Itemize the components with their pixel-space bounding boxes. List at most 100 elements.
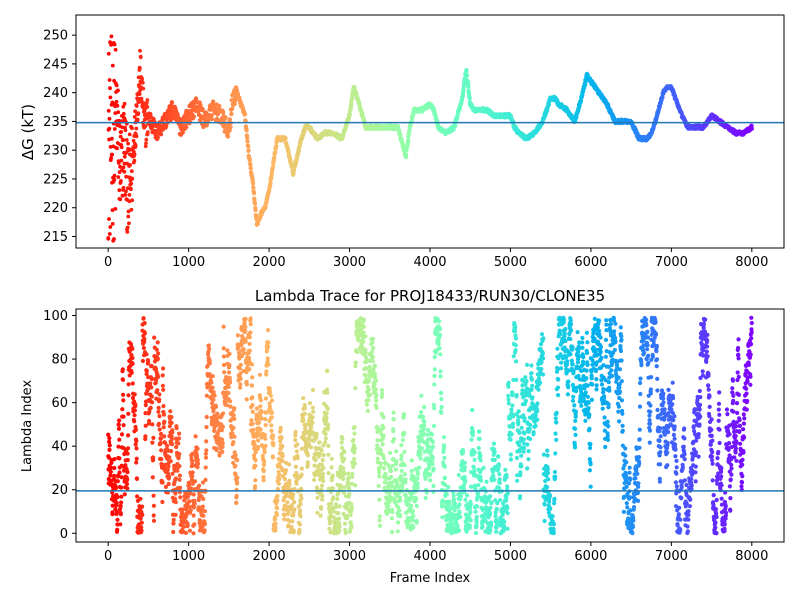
lambda-point <box>258 427 263 432</box>
lambda-point <box>514 455 520 460</box>
lambda-point <box>377 474 382 479</box>
lambda-point <box>146 360 151 365</box>
lambda-point <box>430 461 435 466</box>
delta-g-point <box>122 169 127 174</box>
lambda-point <box>253 484 258 489</box>
lambda-point <box>271 441 276 446</box>
lambda-point <box>119 485 124 490</box>
lambda-point <box>414 496 419 501</box>
lambda-point <box>256 438 261 443</box>
lambda-point <box>220 444 225 449</box>
lambda-point <box>311 409 316 414</box>
lambda-point <box>343 530 348 536</box>
lambda-point <box>113 485 118 491</box>
lambda-point <box>540 372 546 377</box>
lambda-point <box>488 505 493 510</box>
lambda-point <box>138 496 143 501</box>
lambda-point <box>489 523 494 528</box>
lambda-point <box>228 399 233 404</box>
lambda-point <box>437 346 442 351</box>
y-tick-label: 220 <box>43 201 68 216</box>
lambda-point <box>514 359 519 364</box>
lambda-point <box>376 483 381 489</box>
lambda-point <box>125 457 130 463</box>
lambda-point <box>168 409 173 414</box>
lambda-point <box>195 461 201 466</box>
delta-g-point <box>248 162 253 167</box>
lambda-point <box>377 470 382 475</box>
lambda-point <box>150 440 155 445</box>
delta-g-point <box>110 222 115 226</box>
lambda-point <box>401 412 406 417</box>
lambda-point <box>173 512 178 518</box>
delta-g-point <box>143 124 148 129</box>
delta-g-point <box>349 102 354 107</box>
lambda-point <box>212 393 217 398</box>
lambda-point <box>478 453 483 458</box>
lambda-point <box>301 418 306 423</box>
x-tick-label: 5000 <box>494 255 527 270</box>
delta-g-point <box>132 115 137 119</box>
lambda-point <box>160 499 165 505</box>
lambda-point <box>353 386 358 391</box>
lambda-point <box>388 450 393 455</box>
lambda-point <box>554 420 559 425</box>
lambda-point <box>285 500 290 505</box>
lambda-point <box>527 426 532 431</box>
lambda-point <box>374 393 379 398</box>
lambda-point <box>159 448 164 453</box>
lambda-point <box>243 329 248 334</box>
lambda-point <box>253 463 258 468</box>
lambda-point <box>363 334 368 339</box>
lambda-point <box>377 518 382 523</box>
lambda-point <box>270 455 276 460</box>
lambda-point <box>547 499 552 505</box>
delta-g-point <box>134 134 139 139</box>
lambda-point <box>363 366 369 371</box>
lambda-point <box>513 343 518 348</box>
lambda-point <box>250 402 255 408</box>
lambda-point <box>342 456 347 461</box>
lambda-point <box>250 375 255 380</box>
delta-g-point <box>141 86 146 91</box>
delta-g-point <box>228 125 233 130</box>
lambda-point <box>513 329 518 334</box>
lambda-point <box>173 500 178 505</box>
lambda-point <box>451 493 456 498</box>
lambda-point <box>444 492 449 497</box>
delta-g-point <box>114 99 119 104</box>
lambda-point <box>506 397 511 402</box>
lambda-point <box>204 425 209 430</box>
delta-g-point <box>242 111 248 117</box>
lambda-point <box>325 368 330 373</box>
lambda-point <box>513 336 519 341</box>
lambda-point <box>477 436 482 441</box>
delta-g-point <box>155 135 160 140</box>
lambda-point <box>149 377 154 382</box>
lambda-point <box>157 392 162 397</box>
lambda-point <box>162 419 167 424</box>
lambda-point <box>348 512 353 518</box>
lambda-point <box>421 431 426 436</box>
lambda-point <box>130 361 135 366</box>
delta-g-point <box>110 63 115 68</box>
lambda-point <box>541 356 546 361</box>
lambda-point <box>370 358 375 364</box>
lambda-point <box>203 455 209 460</box>
lambda-point <box>554 410 559 415</box>
lambda-point <box>174 426 179 431</box>
lambda-point <box>361 324 367 329</box>
y-tick-label: 245 <box>43 57 68 72</box>
lambda-point <box>237 366 242 371</box>
lambda-point <box>472 457 477 462</box>
delta-g-point <box>126 221 131 226</box>
lambda-point <box>235 333 240 338</box>
y-tick-label: 240 <box>43 86 68 101</box>
lambda-point <box>192 501 197 506</box>
lambda-point <box>379 388 385 393</box>
lambda-point <box>134 460 139 465</box>
lambda-point <box>269 398 275 403</box>
delta-g-point <box>132 158 137 163</box>
lambda-point <box>346 471 351 476</box>
lambda-point <box>210 385 215 390</box>
